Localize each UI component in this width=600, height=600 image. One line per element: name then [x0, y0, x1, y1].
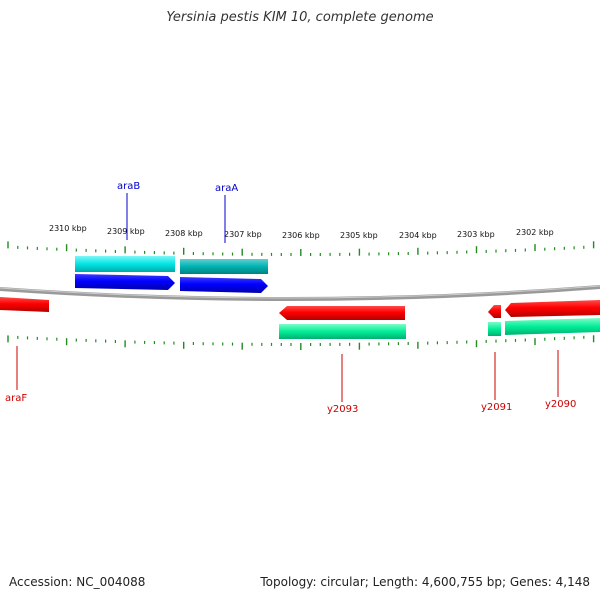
cds-arab[interactable] — [75, 256, 175, 272]
backbone-arc — [0, 285, 600, 302]
kbp-label: 2305 kbp — [340, 231, 378, 240]
kbp-label: 2302 kbp — [516, 228, 554, 237]
gene-label-araa[interactable]: araA — [215, 183, 238, 194]
cds-y2093[interactable] — [279, 324, 406, 339]
kbp-label: 2307 kbp — [224, 230, 262, 239]
kbp-label: 2304 kbp — [399, 231, 437, 240]
kbp-label: 2306 kbp — [282, 231, 320, 240]
gene-y2090[interactable] — [505, 300, 600, 317]
gene-label-araf[interactable]: araF — [5, 393, 27, 404]
cds-y2091[interactable] — [488, 322, 501, 336]
kbp-label: 2303 kbp — [457, 230, 495, 239]
gene-label-arab[interactable]: araB — [117, 181, 140, 192]
genome-title: Yersinia pestis KIM 10, complete genome — [166, 10, 434, 25]
gene-label-y2093[interactable]: y2093 — [327, 404, 358, 415]
upper-scale-ticks — [7, 241, 595, 256]
gene-araf[interactable] — [0, 297, 49, 312]
gene-label-y2091[interactable]: y2091 — [481, 402, 512, 413]
cds-araa[interactable] — [180, 259, 268, 274]
cds-y2090[interactable] — [505, 318, 600, 335]
gene-araa[interactable] — [180, 277, 268, 293]
kbp-label: 2308 kbp — [165, 229, 203, 238]
lower-scale-ticks — [7, 335, 595, 350]
gene-y2093[interactable] — [279, 306, 405, 320]
gene-label-y2090[interactable]: y2090 — [545, 399, 576, 410]
accession-text: Accession: NC_004088 — [9, 575, 146, 589]
genome-summary-text: Topology: circular; Length: 4,600,755 bp… — [260, 575, 590, 589]
kbp-label: 2309 kbp — [107, 227, 145, 236]
kbp-label: 2310 kbp — [49, 224, 87, 233]
gene-arab[interactable] — [75, 274, 175, 290]
gene-y2091[interactable] — [488, 305, 501, 318]
